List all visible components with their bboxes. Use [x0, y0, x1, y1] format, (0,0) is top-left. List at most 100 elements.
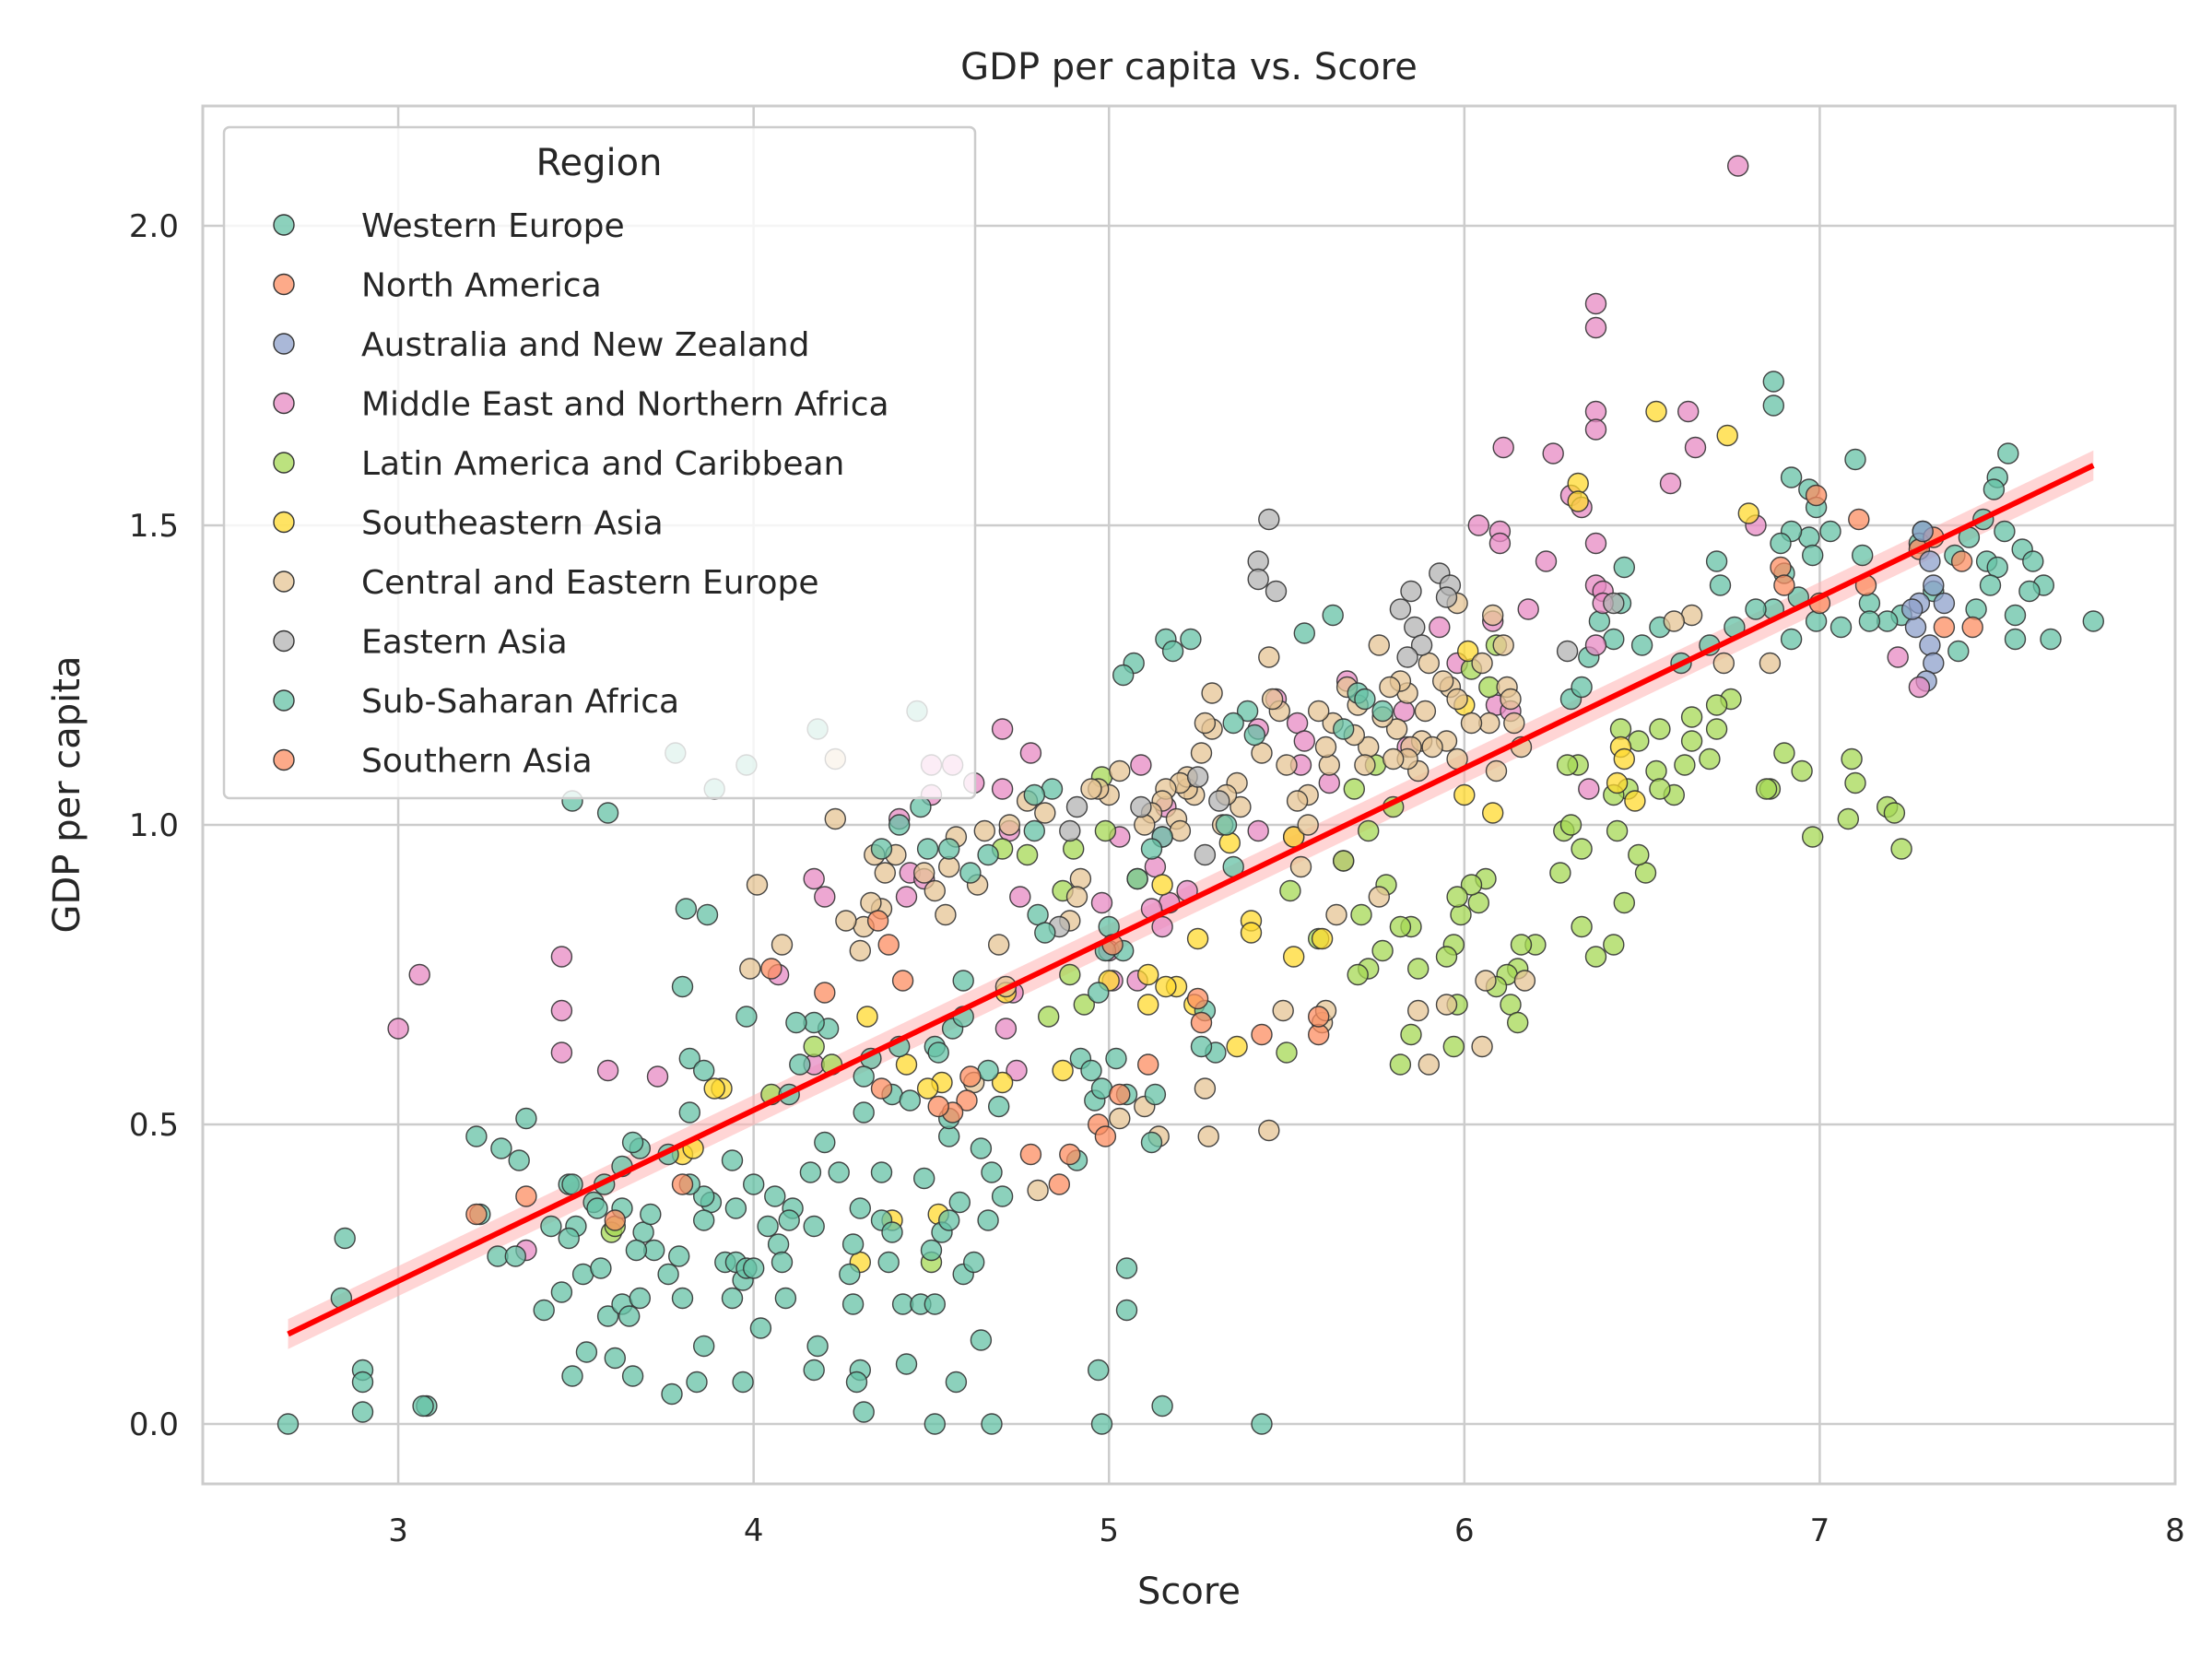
data-point: [866, 910, 889, 932]
data-point: [924, 879, 946, 902]
data-point: [1584, 532, 1607, 555]
data-point: [1109, 759, 1131, 782]
data-point: [1115, 1257, 1138, 1279]
data-point: [1385, 718, 1408, 740]
data-point: [693, 1335, 715, 1358]
data-point: [1161, 640, 1184, 663]
data-point: [853, 1101, 875, 1124]
x-axis-label: Score: [1137, 1571, 1241, 1613]
data-point: [1194, 1077, 1217, 1100]
data-point: [1194, 843, 1217, 866]
data-point: [1726, 155, 1749, 177]
plot-frame: [201, 104, 2177, 1486]
data-point: [1190, 1011, 1213, 1034]
data-point: [1090, 891, 1113, 914]
data-point: [1272, 999, 1294, 1022]
data-point: [1034, 922, 1056, 944]
data-point: [839, 1263, 861, 1286]
data-point: [1923, 652, 1945, 675]
data-point: [1027, 903, 1049, 926]
legend-label: Australia and New Zealand: [361, 326, 809, 364]
data-point: [1094, 1125, 1117, 1147]
data-point: [1052, 1059, 1074, 1082]
data-point: [962, 1251, 985, 1274]
data-point: [1556, 640, 1579, 663]
data-point: [1705, 694, 1728, 716]
data-point: [1446, 688, 1468, 711]
data-point: [2004, 628, 2027, 651]
data-point: [1759, 652, 1782, 675]
data-point: [1404, 616, 1426, 639]
data-point: [1371, 700, 1394, 723]
data-point: [1500, 994, 1522, 1016]
data-point: [1645, 759, 1667, 782]
data-point: [1186, 766, 1209, 788]
data-point: [778, 1209, 800, 1231]
data-point: [504, 1245, 526, 1267]
x-tick-label: 7: [1810, 1512, 1830, 1549]
data-point: [1506, 1011, 1529, 1034]
data-point: [1737, 502, 1760, 524]
data-point: [987, 1095, 1010, 1118]
data-point: [1218, 831, 1241, 854]
data-point: [351, 1371, 374, 1394]
data-point: [1414, 700, 1437, 723]
data-point: [590, 1257, 612, 1279]
data-point: [1709, 574, 1732, 596]
data-point: [814, 982, 836, 1004]
legend-label: Western Europe: [361, 207, 625, 245]
data-point: [1307, 1023, 1330, 1046]
data-point: [671, 975, 694, 998]
data-point: [1019, 1143, 1042, 1166]
data-point: [2082, 610, 2105, 632]
data-point: [465, 1125, 488, 1147]
series-eastern-asia: [1048, 508, 1625, 938]
data-point: [1279, 879, 1301, 902]
data-point: [1400, 580, 1422, 603]
data-point: [1190, 1035, 1213, 1058]
data-point: [561, 1365, 583, 1387]
data-point: [1059, 819, 1081, 842]
data-point: [1919, 550, 1941, 572]
data-point: [515, 1107, 537, 1130]
data-point: [412, 1394, 434, 1418]
data-point: [1609, 718, 1632, 740]
data-point: [1649, 718, 1671, 740]
data-point: [1965, 598, 1987, 620]
data-point: [1276, 1041, 1298, 1064]
data-point: [746, 874, 769, 896]
data-point: [586, 1197, 608, 1219]
data-point: [1368, 886, 1391, 908]
data-point: [1584, 292, 1607, 315]
data-point: [1406, 999, 1430, 1022]
data-point: [1109, 1107, 1131, 1130]
data-point: [1513, 970, 1536, 992]
legend-label: Middle East and Northern Africa: [361, 386, 889, 424]
data-point: [618, 1305, 641, 1327]
data-point: [1134, 814, 1156, 836]
data-point: [1144, 1083, 1167, 1106]
data-point: [1371, 939, 1394, 962]
data-point: [1208, 790, 1230, 812]
data-point: [1624, 790, 1646, 812]
data-point: [1933, 616, 1956, 639]
data-point: [1226, 1035, 1248, 1058]
data-point: [785, 1011, 807, 1034]
data-point: [991, 1185, 1014, 1207]
data-point: [1069, 867, 1092, 890]
data-point: [803, 867, 825, 890]
data-point: [913, 1167, 935, 1190]
data-point: [924, 1293, 946, 1315]
data-point: [1997, 442, 2019, 465]
data-point: [1613, 556, 1636, 579]
data-point: [970, 1137, 993, 1159]
data-point: [1282, 826, 1305, 848]
data-point: [1712, 652, 1735, 675]
y-tick-label: 2.0: [129, 208, 179, 245]
data-point: [1368, 634, 1391, 656]
legend-label: Central and Eastern Europe: [361, 564, 819, 602]
data-point: [1677, 400, 1700, 423]
data-point: [1023, 819, 1046, 842]
data-point: [1105, 1047, 1127, 1070]
data-point: [1194, 712, 1217, 735]
